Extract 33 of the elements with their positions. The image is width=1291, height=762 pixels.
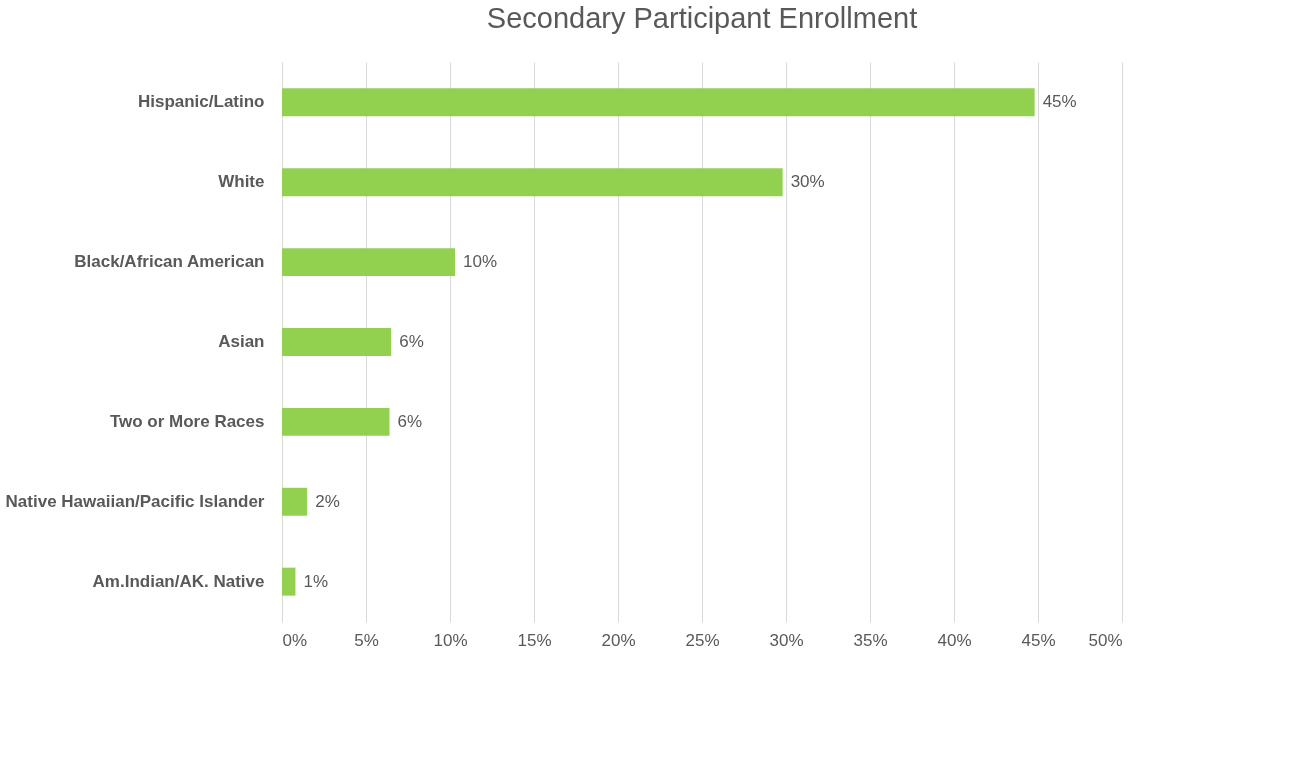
y-tick-label: Am.Indian/AK. Native (92, 571, 265, 591)
data-label: 6% (399, 332, 424, 351)
bar (282, 88, 1035, 117)
y-tick-label: Two or More Races (109, 411, 265, 431)
data-label: 10% (463, 252, 498, 272)
bar (282, 328, 392, 356)
bar (282, 168, 783, 197)
y-tick-label: Hispanic/Latino (137, 92, 265, 112)
bar (282, 407, 390, 436)
data-label: 2% (315, 491, 340, 511)
data-label: 45% (1042, 92, 1077, 112)
x-tick-label: 25% (685, 630, 720, 650)
x-tick-label: 0% (282, 630, 308, 650)
y-tick-label: Native Hawaiian/Pacific Islander (5, 491, 265, 511)
x-tick-label: 40% (937, 630, 972, 650)
bar (282, 567, 296, 596)
x-tick-label: 15% (517, 630, 552, 650)
bar (282, 487, 308, 516)
x-tick-label: 20% (601, 630, 636, 650)
x-tick-label: 10% (433, 630, 468, 650)
x-tick-label: 45% (1021, 630, 1056, 650)
data-label: 6% (397, 411, 423, 431)
y-tick-label: Black/African American (74, 252, 265, 272)
x-tick-label: 50% (1088, 630, 1123, 650)
x-tick-label: 30% (769, 630, 804, 650)
y-tick-label: Asian (218, 332, 265, 351)
chart-title: Secondary Participant Enrollment (486, 2, 918, 34)
x-tick-label: 35% (853, 630, 888, 650)
data-label: 1% (303, 571, 329, 591)
bar (282, 248, 456, 277)
data-label: 30% (790, 172, 825, 192)
x-tick-label: 5% (354, 630, 379, 650)
y-tick-label: White (218, 172, 265, 192)
